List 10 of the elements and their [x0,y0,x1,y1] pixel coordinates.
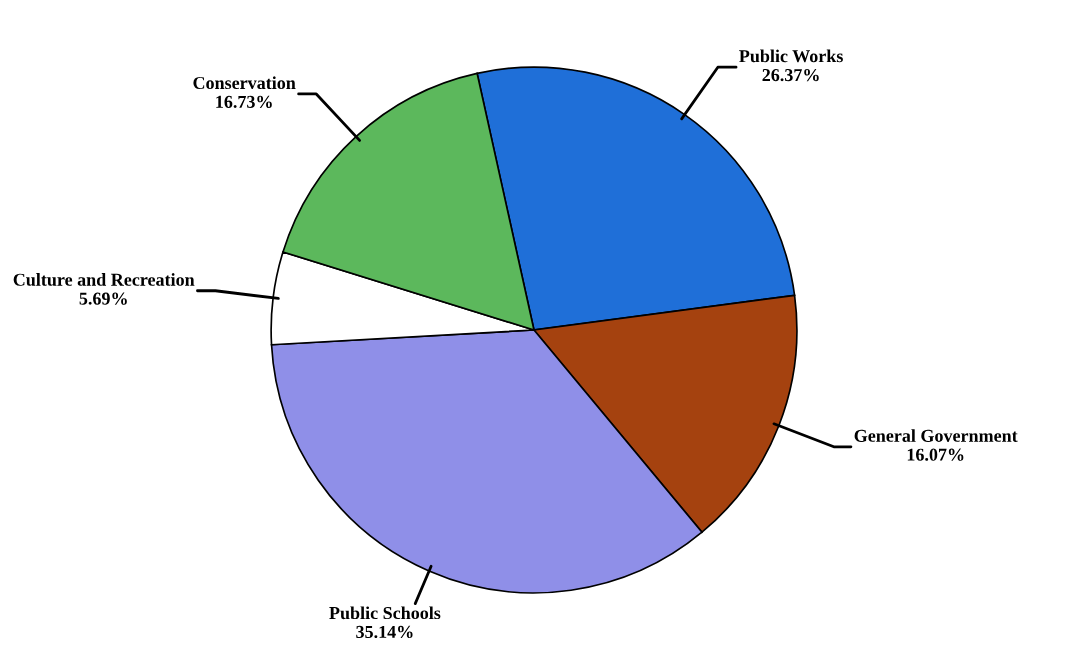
data-label: 16.73% [216,95,272,109]
data-label: 16.07% [907,448,964,461]
data-label: 5.69% [79,292,127,305]
data-label: 35.14% [356,625,413,639]
slice-label: General Government [854,429,1018,442]
slice-label: Conservation [193,76,296,90]
slice-label: Public Schools [329,606,441,620]
slice-label: Public Works [739,49,843,63]
slice-label: Culture and Recreation [13,273,195,286]
data-label: 26.37% [762,68,819,82]
